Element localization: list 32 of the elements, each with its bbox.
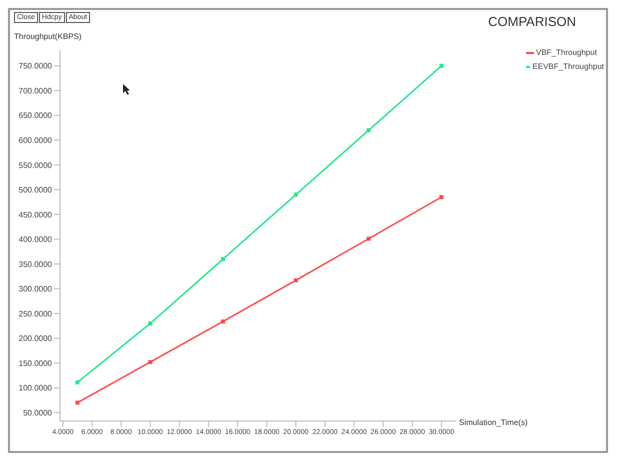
y-tick-label: 700.0000 <box>18 86 53 96</box>
text: COMPARISON <box>488 14 576 29</box>
point <box>75 380 80 384</box>
y-tick-label: 550.0000 <box>18 160 53 170</box>
y-tick-label: 500.0000 <box>18 186 53 195</box>
y-tick-label: 400.0000 <box>18 235 53 244</box>
point <box>148 321 152 326</box>
y-tick-label: 150.0000 <box>18 358 53 368</box>
y-tick-label: 250.0000 <box>18 309 53 318</box>
y-tick-label: 450.0000 <box>18 210 53 220</box>
y-tick-label: 50.0000 <box>23 408 53 418</box>
y-tick-label: 600.0000 <box>18 136 53 145</box>
x-axis-title: Simulation_Time(s) <box>459 418 528 427</box>
y-tick-label: 100.0000 <box>18 384 53 393</box>
y-tick-label: 300.0000 <box>18 284 53 294</box>
point <box>439 64 444 68</box>
legend-label: EEVBF_Throughput <box>532 62 604 71</box>
point <box>439 195 444 200</box>
y-axis-title: Throughput(KBPS) <box>14 32 82 41</box>
legend-label: VBF_Throughput <box>536 48 597 57</box>
y-tick-label: 750.0000 <box>18 62 53 71</box>
y-tick-label: 350.0000 <box>18 260 53 269</box>
y-tick-label: 650.0000 <box>18 111 53 120</box>
point <box>366 236 371 241</box>
point <box>366 128 371 132</box>
point <box>221 257 226 262</box>
y-tick-label: 200.0000 <box>18 334 53 344</box>
point <box>221 319 226 324</box>
point <box>294 192 298 197</box>
point <box>148 360 152 364</box>
point <box>75 400 80 405</box>
point <box>294 278 298 282</box>
